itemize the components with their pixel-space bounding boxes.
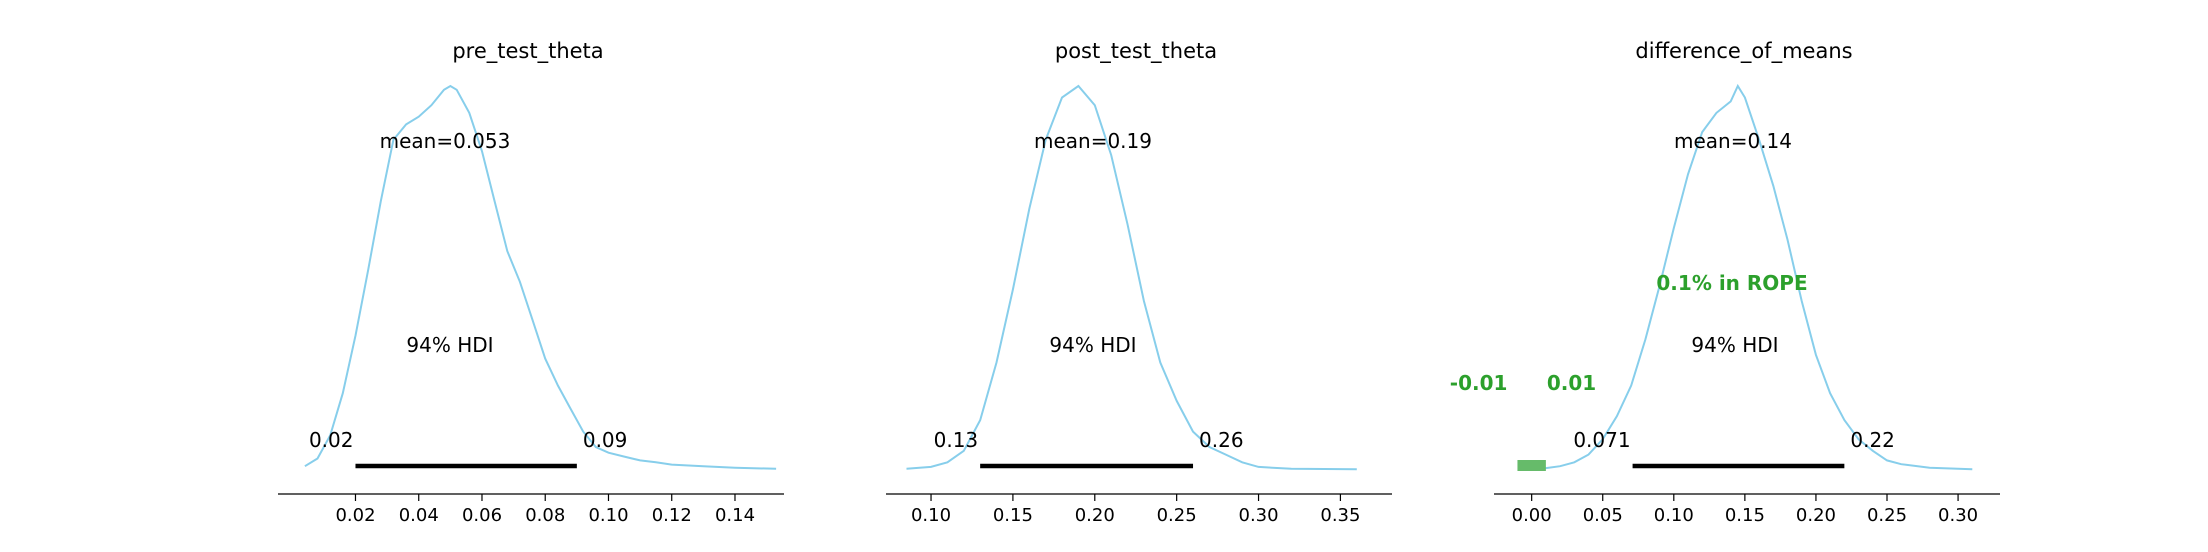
density-curve	[304, 84, 777, 470]
x-tick-label: 0.05	[1583, 505, 1623, 526]
hdi-low-label: 0.02	[309, 428, 354, 452]
hdi-high-label: 0.22	[1850, 428, 1895, 452]
hdi-high-label: 0.09	[583, 428, 628, 452]
x-tick-label: 0.20	[1075, 505, 1115, 526]
x-tick-label: 0.14	[715, 505, 755, 526]
panel-title: difference_of_means	[1635, 39, 1852, 64]
figure-panels: pre_test_theta mean=0.053 94% HDI 0.02 0.09 0…	[278, 39, 2000, 526]
mean-label: mean=0.053	[380, 129, 511, 153]
x-tick-label: 0.25	[1157, 505, 1197, 526]
hdi-low-label: 0.071	[1573, 428, 1630, 452]
x-tick-label: 0.10	[1654, 505, 1694, 526]
x-tick-label: 0.08	[525, 505, 565, 526]
x-tick-label: 0.30	[1938, 505, 1978, 526]
hdi-label: 94% HDI	[406, 333, 493, 357]
x-tick-label: 0.30	[1239, 505, 1279, 526]
mean-label: mean=0.14	[1674, 129, 1792, 153]
x-tick-label: 0.20	[1796, 505, 1836, 526]
hdi-label: 94% HDI	[1049, 333, 1136, 357]
panel-2: post_test_theta mean=0.19 94% HDI 0.13 0.26 0…	[886, 39, 1392, 526]
x-tick-label: 0.15	[993, 505, 1033, 526]
rope-low-label: -0.01	[1450, 371, 1508, 395]
density-curve	[906, 84, 1357, 471]
x-tick-label: 0.02	[335, 505, 375, 526]
panel-3: difference_of_means mean=0.14 94% HDI 0.071…	[1450, 39, 2000, 526]
x-tick-label: 0.10	[588, 505, 628, 526]
rope-percent-label: 0.1% in ROPE	[1656, 271, 1807, 295]
panel-title: pre_test_theta	[452, 39, 603, 64]
panel-title: post_test_theta	[1055, 39, 1217, 64]
hdi-label: 94% HDI	[1691, 333, 1778, 357]
x-tick-label: 0.00	[1512, 505, 1552, 526]
x-tick-label: 0.10	[911, 505, 951, 526]
x-tick-label: 0.35	[1320, 505, 1360, 526]
x-tick-label: 0.15	[1725, 505, 1765, 526]
hdi-high-label: 0.26	[1199, 428, 1244, 452]
rope-high-label: 0.01	[1547, 371, 1596, 395]
panel-1: pre_test_theta mean=0.053 94% HDI 0.02 0.09 0…	[278, 39, 784, 526]
mean-label: mean=0.19	[1034, 129, 1152, 153]
x-tick-label: 0.25	[1867, 505, 1907, 526]
rope-bar	[1517, 460, 1546, 471]
hdi-low-label: 0.13	[934, 428, 979, 452]
x-tick-label: 0.06	[462, 505, 502, 526]
x-tick-label: 0.12	[652, 505, 692, 526]
density-curve	[1517, 83, 1973, 471]
x-tick-label: 0.04	[399, 505, 439, 526]
